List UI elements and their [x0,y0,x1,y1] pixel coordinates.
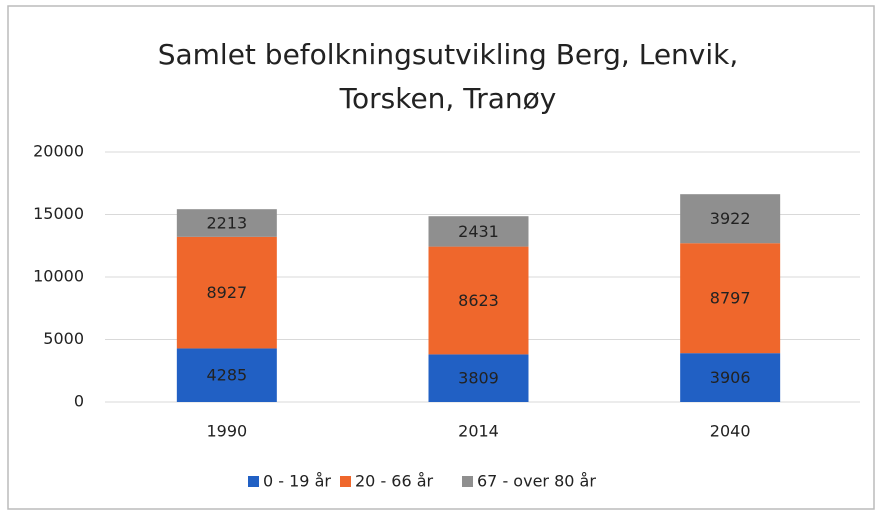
data-label: 2213 [206,214,247,233]
data-label: 8623 [458,291,499,310]
data-label: 3906 [710,368,751,387]
y-tick-label: 15000 [33,204,84,223]
bar-segment [428,216,529,247]
y-tick-label: 20000 [33,142,84,161]
legend-swatch [248,476,259,487]
bar-segment [176,348,277,402]
legend-label: 0 - 19 år [263,472,331,491]
data-label: 8797 [710,289,751,308]
x-tick-label: 2040 [710,422,751,441]
x-tick-label: 1990 [206,422,247,441]
data-label: 8927 [206,283,247,302]
chart-title: Torsken, Tranøy [339,82,557,115]
data-label: 2431 [458,222,499,241]
data-label: 3809 [458,369,499,388]
bar-segment [428,246,529,355]
legend-swatch [340,476,351,487]
legend-swatch [462,476,473,487]
data-label: 3922 [710,209,751,228]
bar-segment [428,354,529,402]
legend-label: 67 - over 80 år [477,472,596,491]
data-label: 4285 [206,366,247,385]
y-tick-label: 0 [74,392,84,411]
bar-segment [680,194,781,244]
y-tick-label: 5000 [43,329,84,348]
chart-title: Samlet befolkningsutvikling Berg, Lenvik… [158,38,739,71]
y-tick-label: 10000 [33,267,84,286]
x-tick-label: 2014 [458,422,499,441]
bar-segment [176,209,277,237]
legend-label: 20 - 66 år [355,472,434,491]
bar-segment [680,243,781,354]
bar-segment [680,353,781,402]
bar-segment [176,236,277,349]
